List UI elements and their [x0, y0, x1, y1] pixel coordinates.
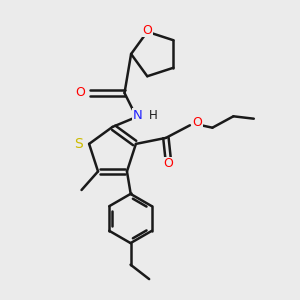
Text: S: S: [74, 137, 83, 151]
Text: H: H: [148, 109, 158, 122]
Text: O: O: [142, 24, 152, 37]
Text: N: N: [133, 109, 143, 122]
Text: O: O: [192, 116, 202, 129]
Text: O: O: [164, 158, 173, 170]
Text: O: O: [76, 86, 85, 100]
